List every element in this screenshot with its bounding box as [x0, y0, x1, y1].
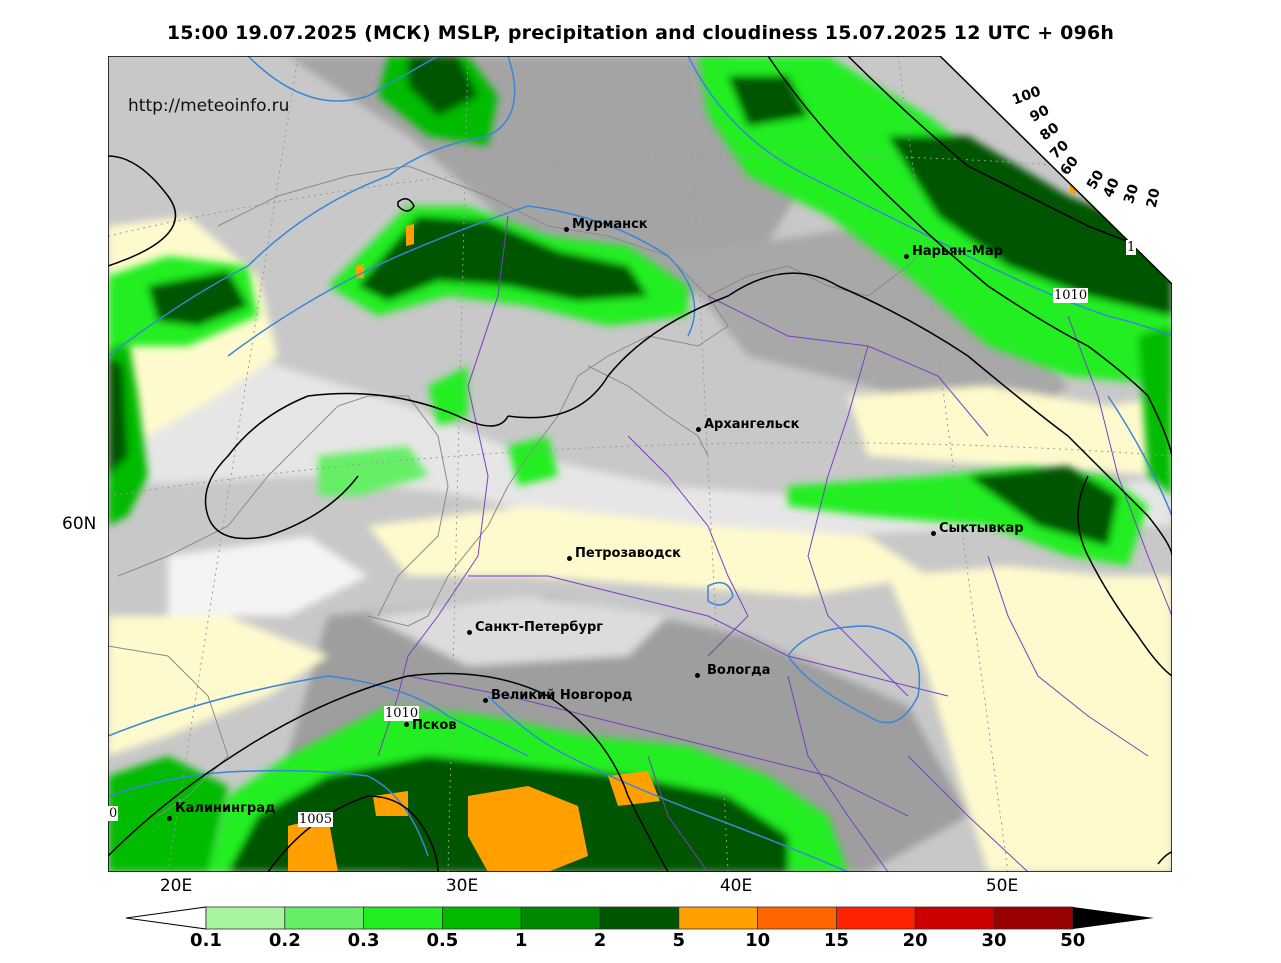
precip-northeast-core [888, 136, 1172, 316]
city-dot [695, 673, 700, 678]
colorbar-label: 5 [672, 930, 686, 951]
cloud-dense-east [668, 226, 1068, 436]
precip-heavy-1 [468, 786, 588, 872]
colorbar-cell [993, 906, 1074, 930]
city-label: Мурманск [572, 217, 648, 232]
borders [377, 215, 1172, 872]
colorbar-min-arrow [126, 906, 207, 930]
city-dot [696, 427, 701, 432]
city-dot [904, 254, 909, 259]
city-label: Сыктывкар [939, 521, 1024, 536]
colorbar-label: 50 [1060, 930, 1086, 951]
colorbar-cell [284, 906, 365, 930]
coastlines [108, 165, 929, 817]
precip-komi-core [968, 466, 1118, 546]
y-tick-label: 60N [62, 514, 97, 534]
isobar-label: 1 [1126, 240, 1137, 255]
x-tick-label: 20E [159, 876, 193, 896]
colorbar-label: 1 [514, 930, 528, 951]
precip-colorbar [126, 906, 1154, 930]
clear-area-karelia [368, 506, 928, 596]
x-tick-label: 50E [985, 876, 1019, 896]
colorbar-label: 20 [902, 930, 928, 951]
city-dot [404, 722, 409, 727]
isobar-label: 1010 [384, 706, 420, 721]
city-label: Псков [412, 718, 457, 733]
isobar-label: 0 [108, 806, 119, 821]
colorbar-cell [678, 906, 758, 930]
colorbar-label: 0.3 [347, 930, 380, 951]
city-label: Нарьян-Мар [912, 244, 1003, 259]
colorbar-max-arrow [1072, 907, 1154, 929]
precip-heavy-5 [406, 224, 414, 246]
colorbar-label: 10 [745, 930, 771, 951]
city-label: Архангельск [704, 417, 800, 432]
colorbar-label: 15 [823, 930, 849, 951]
map-title: 15:00 19.07.2025 (МСК) MSLP, precipitati… [166, 22, 1115, 44]
colorbar-cell [757, 906, 837, 930]
colorbar-label: 0.5 [426, 930, 459, 951]
isobar-label: 1005 [298, 812, 334, 827]
precip-barents-core [408, 56, 478, 116]
city-dot [931, 531, 936, 536]
colorbar-cell [363, 906, 443, 930]
x-tick-label: 40E [719, 876, 753, 896]
precip-pechora-core [728, 76, 808, 126]
city-dot [567, 556, 572, 561]
isobar-label: 1010 [1053, 288, 1089, 303]
city-dot [167, 816, 172, 821]
colorbar-cell [205, 906, 286, 930]
city-label: Калининград [175, 801, 276, 816]
city-label: Великий Новгород [491, 688, 633, 703]
isotherms [108, 56, 1172, 872]
city-label: Вологда [707, 663, 771, 678]
clear-area-baltic [108, 616, 328, 756]
precip-sweden-core [148, 271, 248, 326]
colorbar-cell [914, 906, 995, 930]
colorbar-label: 30 [981, 930, 1007, 951]
precip-norway-core [108, 356, 128, 476]
colorbar-cell [441, 906, 522, 930]
city-dot [467, 630, 472, 635]
clear-area-komi [848, 386, 1172, 476]
precip-karelia-cell [428, 366, 468, 426]
map-canvas [108, 56, 1172, 872]
cloud-light-patch [368, 596, 668, 666]
city-label: Санкт-Петербург [475, 620, 604, 635]
city-dot [483, 698, 488, 703]
precip-finland-cell [318, 446, 428, 496]
clear-area-southeast [888, 566, 1172, 872]
precip-white-sea-cell [508, 436, 558, 486]
colorbar-cell [599, 906, 680, 930]
colorbar-label: 0.1 [190, 930, 222, 951]
colorbar-label: 0.2 [268, 930, 301, 951]
precip-northeast-band [698, 56, 1172, 386]
watermark-url: http://meteoinfo.ru [128, 96, 290, 116]
precip-heavy-2 [288, 816, 338, 872]
precip-baltic-coast [108, 756, 228, 872]
colorbar-label: 2 [593, 930, 607, 951]
city-dot [564, 227, 569, 232]
colorbar-cell [836, 906, 916, 930]
x-tick-label: 30E [445, 876, 479, 896]
city-label: Петрозаводск [575, 546, 681, 561]
colorbar-cell [520, 906, 601, 930]
forecast-map[interactable]: http://meteoinfo.ru 100 90 80 70 60 50 4… [108, 56, 1172, 872]
